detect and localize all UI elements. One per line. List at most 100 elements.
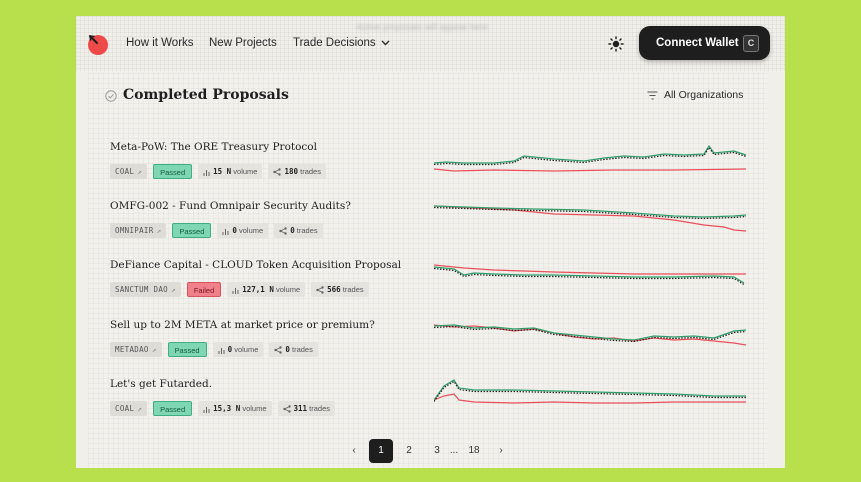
proposal-title[interactable]: Meta-PoW: The ORE Treasury Protocol <box>110 141 317 153</box>
volume-metric: 15,3 N volume <box>198 401 272 416</box>
proposal-title[interactable]: DeFiance Capital - CLOUD Token Acquisiti… <box>110 259 402 271</box>
logo-icon[interactable] <box>87 33 109 55</box>
filter-icon <box>647 91 658 100</box>
proposal-title[interactable]: Let's get Futarded. <box>110 378 213 390</box>
chevron-down-icon <box>381 40 390 46</box>
volume-label: volume <box>242 404 267 413</box>
org-name: METADAO <box>115 345 149 354</box>
prev-page-button[interactable]: ‹ <box>352 445 356 456</box>
app-window: Active proposals will appear here How it… <box>76 16 785 468</box>
nav-new-projects[interactable]: New Projects <box>209 37 277 49</box>
proposal-row[interactable]: OMFG-002 - Fund Omnipair Security Audits… <box>110 200 750 250</box>
proposal-row[interactable]: DeFiance Capital - CLOUD Token Acquisiti… <box>110 259 750 309</box>
trades-value: 566 <box>327 285 341 294</box>
trades-value: 0 <box>290 226 295 235</box>
keyboard-shortcut-badge: C <box>743 35 759 52</box>
trades-label: trades <box>342 285 364 294</box>
status-badge: Passed <box>153 401 193 416</box>
external-link-icon: ↗ <box>137 167 143 176</box>
external-link-icon: ↗ <box>170 285 176 294</box>
page-1-button[interactable]: 1 <box>369 439 393 463</box>
page-18-button[interactable]: 18 <box>468 445 480 456</box>
share-icon <box>316 286 324 294</box>
trades-metric: 0 trades <box>269 342 318 357</box>
share-icon <box>274 346 283 354</box>
volume-label: volume <box>234 345 259 354</box>
external-link-icon: ↗ <box>151 345 157 354</box>
price-sparkline <box>434 379 746 404</box>
volume-value: 0 <box>232 226 237 235</box>
price-sparkline <box>434 264 746 286</box>
theme-toggle-sun-icon[interactable] <box>608 36 624 52</box>
trades-metric: 566 trades <box>311 282 369 297</box>
trades-label: trades <box>291 345 313 354</box>
status-badge: Failed <box>186 282 222 297</box>
connect-wallet-label: Connect Wallet <box>656 37 739 49</box>
proposal-row[interactable]: Sell up to 2M META at market price or pr… <box>110 319 750 369</box>
next-page-button[interactable]: › <box>499 445 503 456</box>
org-badge[interactable]: COAL ↗ <box>110 401 148 416</box>
nav-how-it-works[interactable]: How it Works <box>126 37 194 49</box>
pass-price-line <box>434 266 745 284</box>
org-badge[interactable]: METADAO ↗ <box>110 342 162 357</box>
trades-metric: 180 trades <box>268 164 326 179</box>
volume-label: volume <box>275 285 301 294</box>
volume-metric: 0 volume <box>212 342 264 357</box>
org-name: SANCTUM DAO <box>115 285 168 294</box>
bar-chart-icon <box>222 228 229 235</box>
volume-label: volume <box>239 226 264 235</box>
proposal-row[interactable]: Let's get Futarded. COAL ↗ Passed 15,3 N … <box>110 378 750 428</box>
bar-chart-icon <box>203 406 210 413</box>
volume-metric: 15 N volume <box>198 164 263 179</box>
trades-label: trades <box>309 404 330 413</box>
volume-value: 127,1 N <box>242 285 274 294</box>
status-badge: Passed <box>153 164 193 179</box>
org-name: OMNIPAIR <box>115 226 154 235</box>
org-badge[interactable]: SANCTUM DAO ↗ <box>110 282 181 297</box>
org-badge[interactable]: OMNIPAIR ↗ <box>110 223 167 238</box>
fail-price-line <box>434 393 746 404</box>
external-link-icon: ↗ <box>137 404 143 413</box>
trades-metric: 311 trades <box>277 401 335 416</box>
trades-value: 0 <box>285 345 290 354</box>
section-title: Completed Proposals <box>123 87 289 103</box>
price-sparkline <box>434 324 747 346</box>
organization-filter[interactable]: All Organizations <box>647 89 743 101</box>
check-circle-icon <box>105 90 117 102</box>
proposal-title[interactable]: Sell up to 2M META at market price or pr… <box>110 319 375 331</box>
fail-price-line <box>434 168 747 172</box>
price-sparkline <box>434 205 747 232</box>
org-badge[interactable]: COAL ↗ <box>110 164 148 179</box>
page-2-button[interactable]: 2 <box>406 445 412 456</box>
pass-price-line <box>434 144 747 164</box>
trades-value: 180 <box>284 167 299 176</box>
share-icon <box>282 405 291 413</box>
trades-label: trades <box>296 226 318 235</box>
bar-chart-icon <box>232 287 239 294</box>
twap-line <box>434 206 747 220</box>
active-proposals-banner: Active proposals will appear here <box>356 22 489 32</box>
bar-chart-icon <box>203 169 210 176</box>
proposal-row[interactable]: Meta-PoW: The ORE Treasury Protocol COAL… <box>110 141 750 191</box>
page-3-button[interactable]: 3 <box>434 445 440 456</box>
volume-value: 0 <box>227 345 233 354</box>
trades-label: trades <box>300 167 321 176</box>
twap-line <box>434 267 745 286</box>
volume-metric: 0 volume <box>217 223 269 238</box>
pass-price-line <box>434 324 747 341</box>
share-icon <box>273 168 282 176</box>
connect-wallet-button[interactable]: Connect Wallet C <box>639 26 770 60</box>
twap-line <box>434 325 747 343</box>
status-badge: Passed <box>167 342 207 357</box>
proposal-title[interactable]: OMFG-002 - Fund Omnipair Security Audits… <box>110 200 351 212</box>
external-link-icon: ↗ <box>156 226 162 235</box>
status-badge: Passed <box>172 223 212 238</box>
filter-label: All Organizations <box>664 89 744 101</box>
nav-trade-decisions[interactable]: Trade Decisions <box>293 37 390 49</box>
pass-price-line <box>434 379 746 401</box>
pass-price-line <box>434 205 747 218</box>
share-icon <box>279 227 287 235</box>
pagination-ellipsis: ... <box>449 445 459 456</box>
volume-value: 15 N <box>213 167 232 176</box>
price-sparkline <box>434 144 747 172</box>
